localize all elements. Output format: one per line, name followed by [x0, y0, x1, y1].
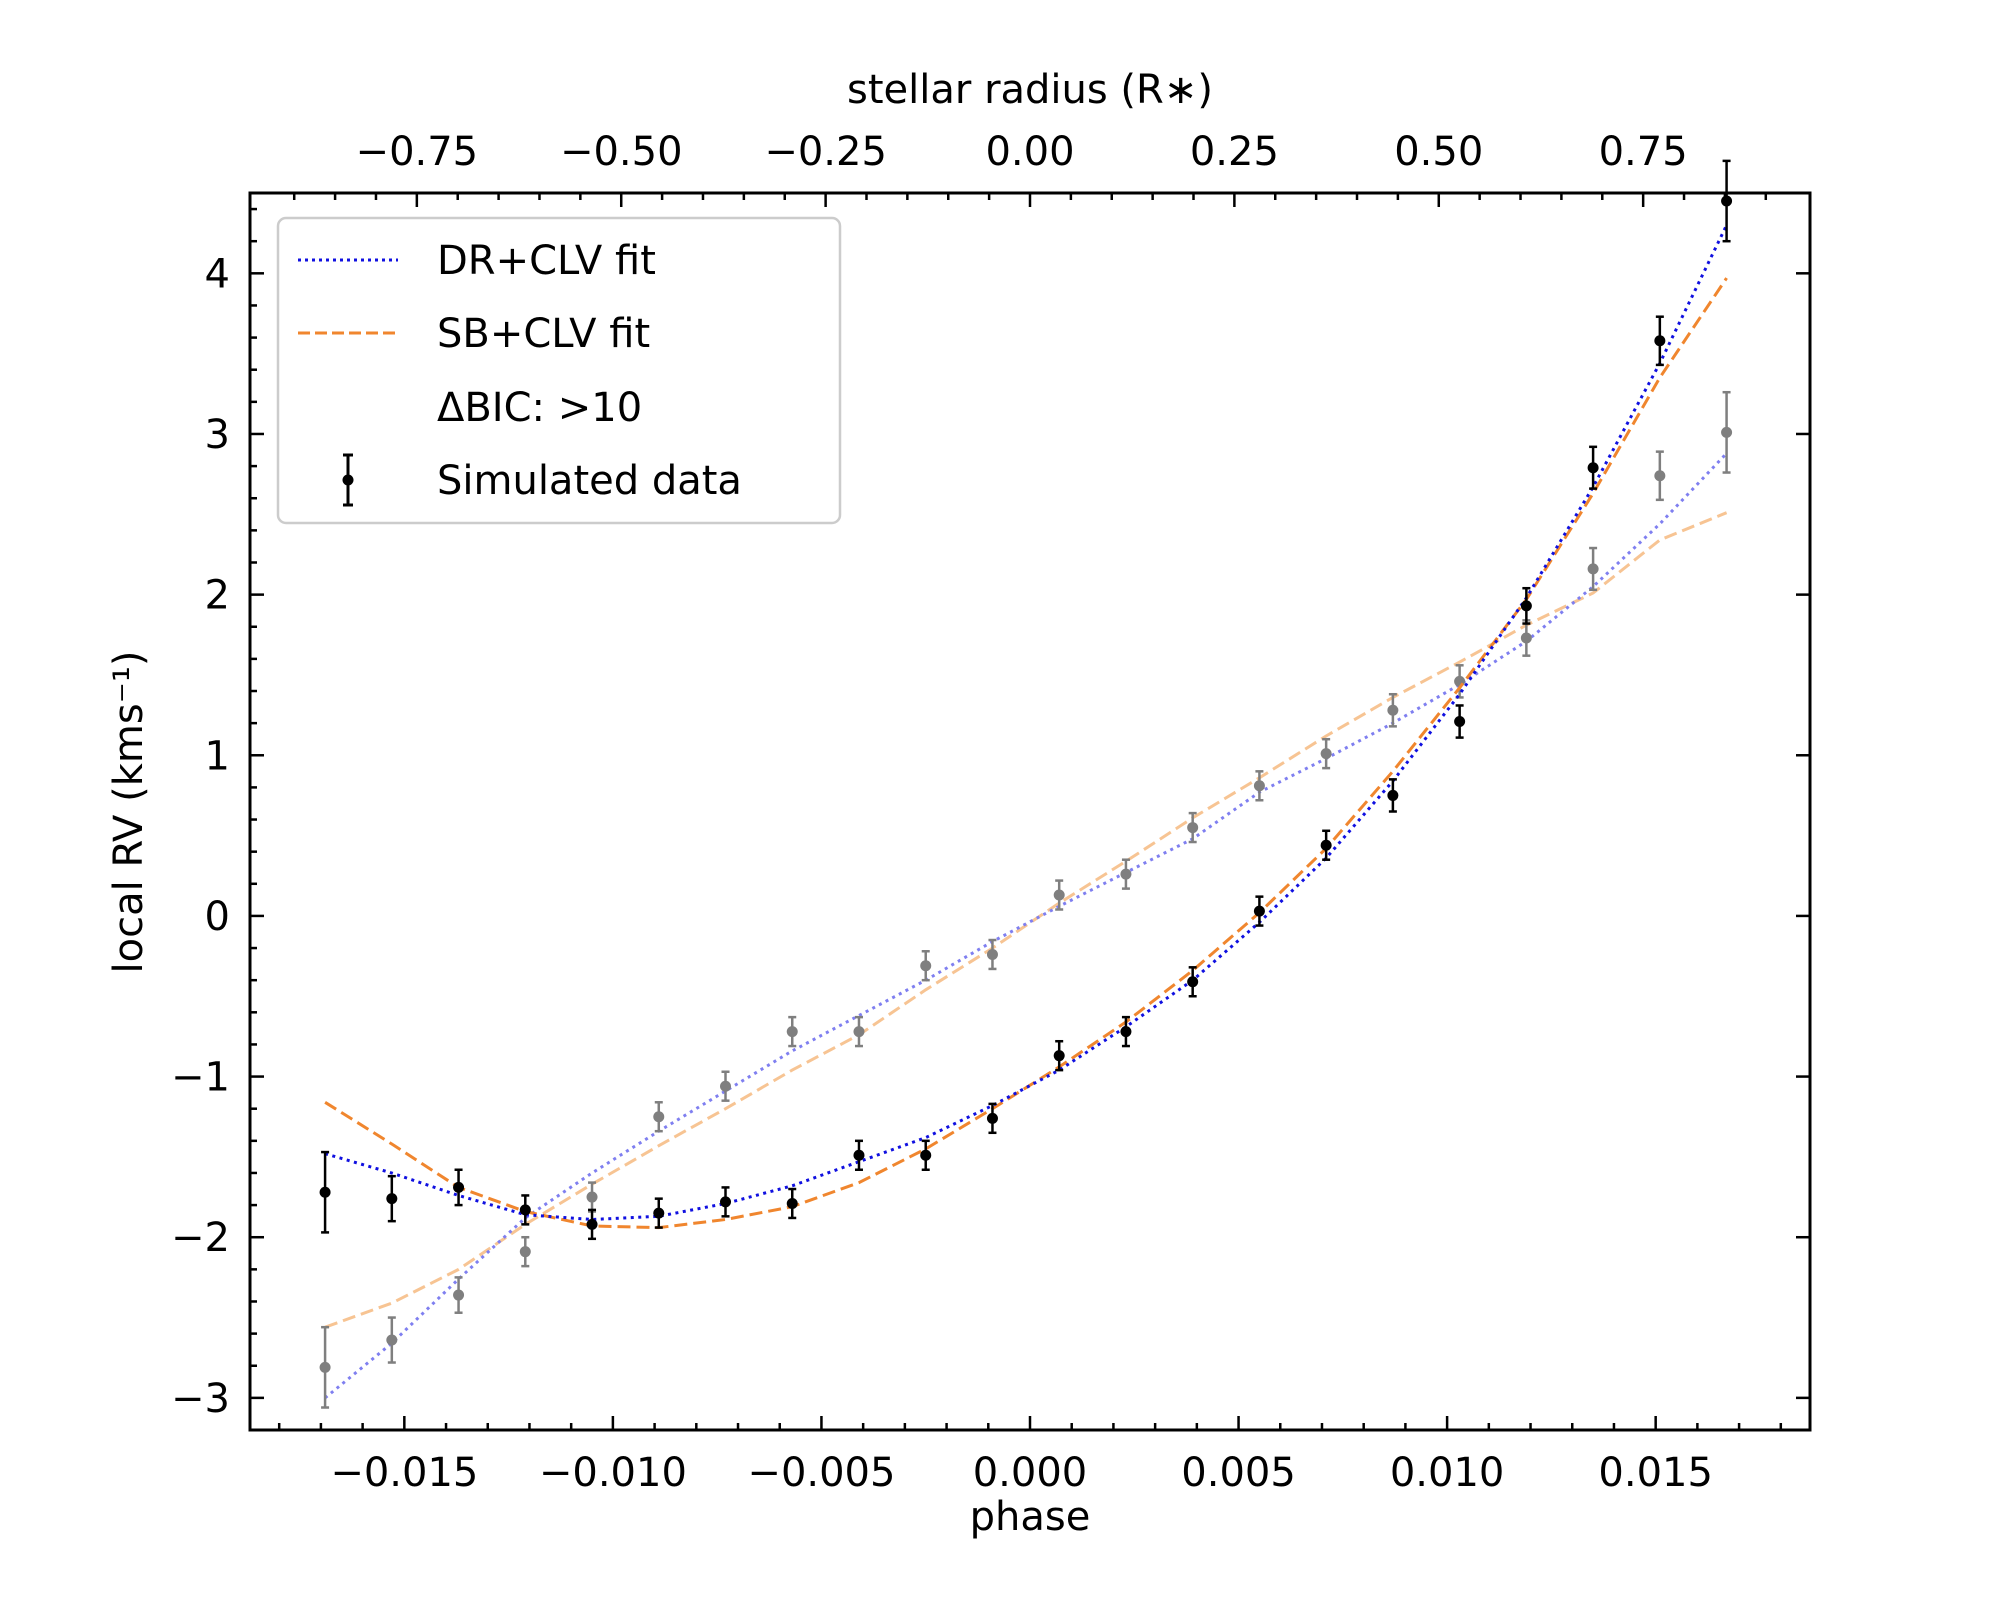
gray-data-point	[1320, 748, 1332, 760]
top-tick-label: −0.50	[560, 129, 683, 175]
gray-data-point	[986, 948, 998, 960]
dr-clv-fit-line	[324, 224, 1728, 1222]
top-tick-label: −0.25	[764, 129, 887, 175]
black-data-point	[1187, 976, 1199, 988]
gray-data-point	[1253, 780, 1265, 792]
x-tick-label: −0.005	[747, 1450, 895, 1496]
black-data-point	[386, 1193, 398, 1205]
black-data-point	[720, 1196, 732, 1208]
black-data-point	[1587, 462, 1599, 474]
sb-clv-fit-line	[324, 277, 1728, 1230]
y-tick-label: 4	[205, 251, 230, 297]
gray-data-point	[1053, 889, 1065, 901]
black-data-point	[1654, 335, 1666, 347]
black-data-point	[1721, 195, 1733, 207]
gray-data-point	[1120, 868, 1132, 880]
black-data-point	[986, 1112, 998, 1124]
gray-data-point	[1721, 426, 1733, 438]
legend-sb-clv-label: SB+CLV fit	[437, 311, 650, 357]
y-tick-label: −3	[171, 1376, 230, 1422]
black-data-point	[453, 1181, 465, 1193]
black-data-point	[319, 1186, 331, 1198]
gray-data-point	[1454, 675, 1466, 687]
top-tick-label: 0.25	[1190, 129, 1279, 175]
y-tick-label: 1	[205, 733, 230, 779]
y-tick-label: −1	[171, 1055, 230, 1101]
black-data-point	[853, 1149, 865, 1161]
legend-box	[276, 216, 842, 525]
x-axis-label: phase	[970, 1494, 1091, 1540]
legend: DR+CLV fit SB+CLV fit ΔBIC: >10 Simulate…	[276, 216, 842, 525]
top-axis-label: stellar radius (R∗)	[847, 67, 1213, 113]
gray-data-point	[1187, 822, 1199, 834]
top-tick-label: −0.75	[356, 129, 479, 175]
y-axis-label: local RV (kms⁻¹)	[106, 651, 152, 974]
y-tick-label: 0	[205, 894, 230, 940]
gray-data-point	[920, 960, 932, 972]
gray-data-point	[386, 1334, 398, 1346]
gray-data-point	[519, 1246, 531, 1258]
black-data-point	[1253, 905, 1265, 917]
x-tick-label: −0.015	[330, 1450, 478, 1496]
y-tick-label: −2	[171, 1215, 230, 1261]
top-tick-label: 0.00	[985, 129, 1074, 175]
x-tick-label: −0.010	[539, 1450, 687, 1496]
series-layer	[319, 159, 1733, 1409]
legend-data-marker	[342, 474, 354, 486]
gray-data-point	[1654, 470, 1666, 482]
gray-data-point	[1387, 704, 1399, 716]
black-data-point	[1454, 716, 1466, 728]
black-data-point	[786, 1197, 798, 1209]
x-tick-label: 0.005	[1181, 1450, 1296, 1496]
plot-frame	[248, 191, 1812, 1432]
gray-data-point	[1587, 563, 1599, 575]
black-data-point	[1320, 839, 1332, 851]
gray-data-point	[586, 1191, 598, 1203]
top-tick-label: 0.75	[1599, 129, 1688, 175]
x-tick-label: 0.000	[973, 1450, 1088, 1496]
top-tick-label: 0.50	[1394, 129, 1483, 175]
gray-data-point	[453, 1289, 465, 1301]
gray-data-point	[1520, 632, 1532, 644]
black-data-point	[1120, 1026, 1132, 1038]
dr-clv-fit-line-light	[324, 452, 1728, 1400]
x-tick-label: 0.015	[1598, 1450, 1713, 1496]
y-tick-label: 2	[205, 573, 230, 619]
gray-data-point	[319, 1361, 331, 1373]
black-data-point	[1520, 600, 1532, 612]
legend-simulated-data-label: Simulated data	[437, 458, 742, 504]
black-data-point	[1053, 1050, 1065, 1062]
y-tick-label: 3	[205, 412, 230, 458]
black-data-point	[519, 1204, 531, 1216]
gray-data-point	[786, 1026, 798, 1038]
gray-data-point	[720, 1080, 732, 1092]
legend-dr-clv-label: DR+CLV fit	[437, 238, 656, 284]
x-tick-label: 0.010	[1390, 1450, 1505, 1496]
black-data-point	[1387, 789, 1399, 801]
gray-data-point	[653, 1111, 665, 1123]
black-data-point	[586, 1218, 598, 1230]
legend-delta-bic-label: ΔBIC: >10	[437, 385, 642, 431]
black-data-point	[653, 1207, 665, 1219]
tick-labels: −0.015 −0.010 −0.005 0.000 0.005 0.010 0.015−3…	[171, 129, 1713, 1496]
gray-data-point	[853, 1026, 865, 1038]
black-data-point	[920, 1149, 932, 1161]
